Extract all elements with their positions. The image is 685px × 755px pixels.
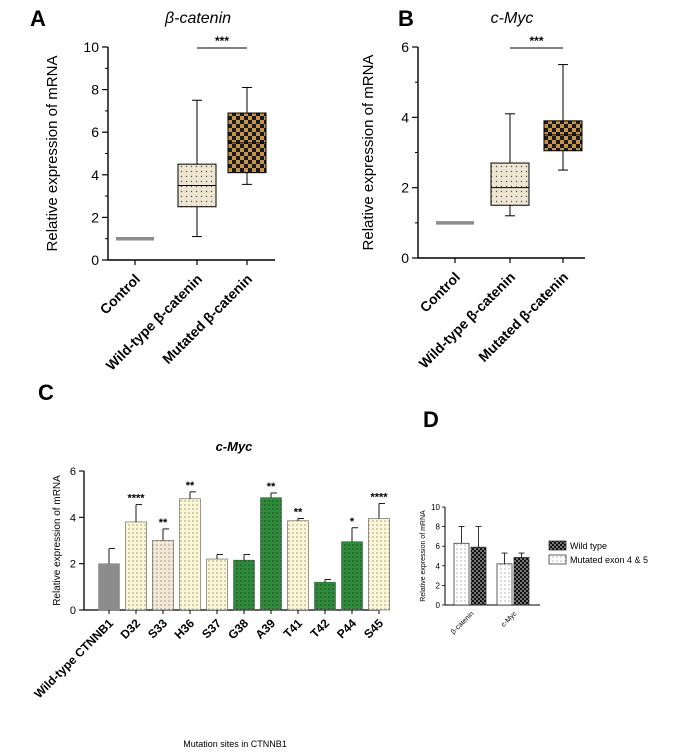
x-axis-title: Mutation sites in CTNNB1: [183, 739, 287, 749]
x-category-label: Wild-type β-catenin: [416, 269, 519, 372]
significance-stars: **: [267, 481, 276, 493]
bar: [470, 546, 487, 606]
significance-stars: ***: [529, 34, 543, 48]
x-category-label: G38: [225, 616, 251, 642]
x-category-label: S45: [361, 616, 386, 641]
bar: [206, 558, 228, 611]
y-tick-label: 2: [70, 559, 76, 571]
significance-stars: ***: [215, 34, 229, 48]
panel-letter-b: B: [398, 6, 414, 31]
y-tick-label: 2: [401, 180, 409, 196]
y-axis-label: Relative expression of mRNA: [420, 510, 427, 602]
legend-label: Mutated exon 4 & 5: [570, 555, 648, 565]
y-axis-label: Relative expression of mRNA: [44, 56, 61, 252]
y-tick-label: 6: [436, 542, 441, 551]
chart-title: c-Myc: [216, 439, 254, 454]
panel-a-chart: 0 2 4 6 8 10 Relative expression of mRNA β-cate…: [44, 10, 275, 373]
y-tick-label: 4: [436, 562, 441, 571]
significance-stars: **: [186, 480, 195, 492]
bar: [98, 563, 120, 611]
y-tick-label: 0: [70, 605, 76, 617]
x-category-label: P44: [334, 616, 359, 641]
x-category-label: S33: [145, 616, 170, 641]
significance-stars: ****: [370, 491, 388, 503]
y-tick-label: 4: [91, 167, 99, 183]
y-tick-label: 4: [401, 109, 409, 125]
panel-letter-c: C: [38, 380, 54, 405]
legend-swatch: [548, 554, 567, 565]
bar: [453, 542, 470, 606]
legend-label: Wild type: [570, 541, 607, 551]
bar: [179, 498, 201, 611]
bar: [341, 541, 363, 611]
x-category-label: Mutated β-catenin: [475, 269, 571, 365]
y-tick-label: 2: [91, 209, 99, 225]
y-tick-label: 10: [431, 503, 440, 512]
y-tick-label: 0: [436, 601, 441, 610]
bar: [513, 557, 530, 606]
bar: [125, 521, 147, 611]
y-axis-label: Relative expression of mRNA: [360, 55, 377, 251]
x-category-label: T42: [308, 616, 333, 641]
bar: [233, 559, 255, 611]
significance-stars: ****: [127, 493, 145, 505]
x-category-label: Wild-type CTNNB1: [31, 616, 116, 701]
y-tick-label: 6: [70, 466, 76, 478]
chart-title: β-catenin: [164, 10, 231, 27]
bar: [314, 581, 336, 611]
x-category-label: T41: [281, 616, 306, 641]
x-category-label: Control: [97, 271, 144, 318]
x-category-label: D32: [118, 616, 144, 642]
panel-d-chart: 0 2 4 6 8 10 Relative expression of mRNA β-cate…: [420, 503, 648, 636]
bar: [368, 518, 390, 611]
panel-c-chart: 0 2 4 6 Relative expression of mRNA c-Myc Muta…: [31, 439, 390, 749]
x-category-label: Control: [417, 269, 464, 316]
y-tick-label: 6: [91, 124, 99, 140]
y-tick-label: 4: [70, 512, 76, 524]
bar: [152, 540, 174, 611]
significance-stars: **: [159, 517, 168, 529]
y-tick-label: 8: [91, 82, 99, 98]
significance-stars: *: [350, 516, 355, 528]
x-category-label: S37: [199, 616, 224, 641]
significance-stars: **: [294, 506, 303, 518]
bar: [496, 563, 513, 606]
y-tick-label: 6: [401, 39, 409, 55]
y-tick-label: 0: [91, 252, 99, 268]
x-category-label: A39: [253, 616, 279, 642]
x-category-label: H36: [172, 616, 198, 642]
y-tick-label: 0: [401, 250, 409, 266]
y-tick-label: 10: [83, 39, 99, 55]
box-iqr: [490, 162, 530, 206]
x-category-label: Mutated β-catenin: [159, 271, 255, 367]
y-tick-label: 8: [436, 523, 441, 532]
bar: [260, 497, 282, 611]
chart-title: c-Myc: [491, 10, 534, 27]
box-iqr: [543, 120, 583, 152]
x-category-label: c-Myc: [500, 610, 518, 628]
panel-letter-d: D: [423, 407, 439, 432]
bar: [287, 520, 309, 611]
y-axis-label: Relative expression of mRNA: [52, 475, 63, 606]
legend-swatch: [548, 540, 567, 551]
panel-b-chart: 0 2 4 6 Relative expression of mRNA c-Myc Cont…: [360, 10, 585, 371]
x-category-label: β-catenin: [450, 610, 475, 635]
y-tick-label: 2: [436, 581, 441, 590]
panel-letter-a: A: [30, 6, 46, 31]
